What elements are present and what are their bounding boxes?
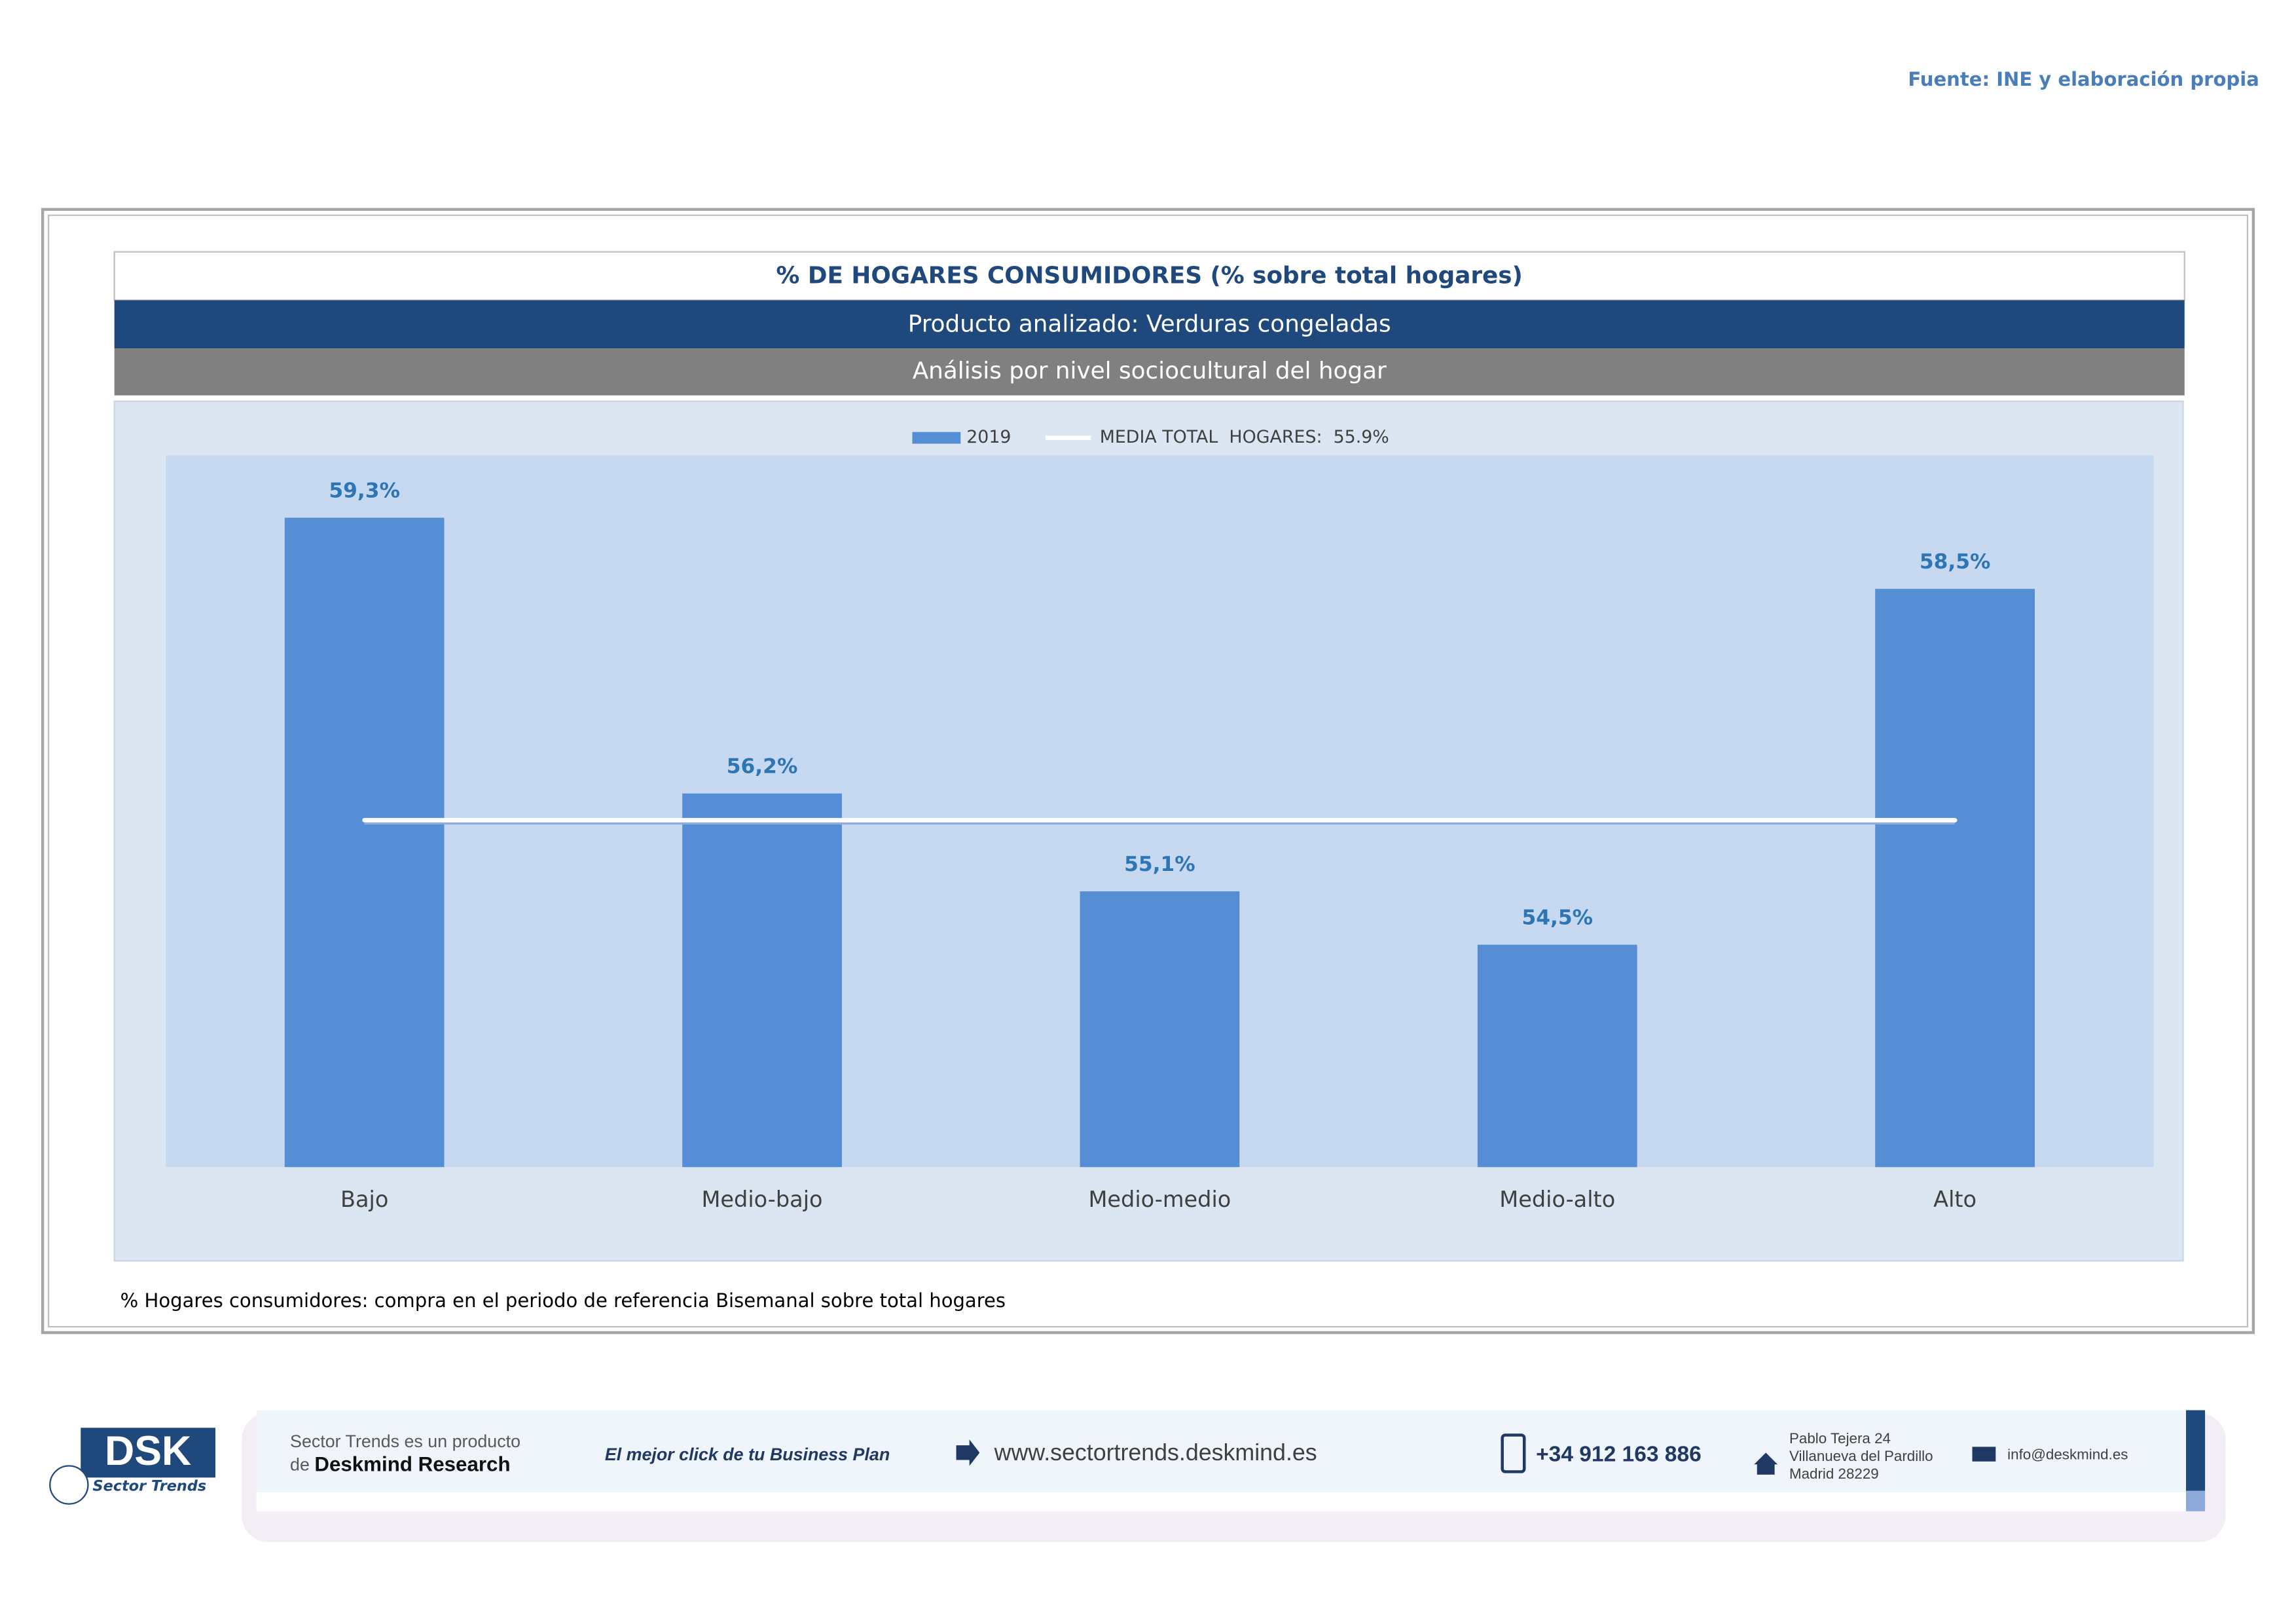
title-box: [113, 251, 2185, 301]
source: Fuente: INE y elaboración propia: [1908, 68, 2259, 90]
note: % Hogares consumidores: compra en el per…: [120, 1289, 1006, 1312]
product-line: Sector Trends es un producto: [290, 1431, 520, 1451]
subtitle-band: [114, 300, 2185, 349]
plot: 2019 MEDIA TOTAL HOGARES: 55.9% 59,3% Bajo 5…: [284, 427, 2035, 1212]
legend-label: MEDIA TOTAL HOGARES: 55.9%: [1100, 427, 1389, 447]
logo-sub: Sector Trends: [93, 1477, 207, 1494]
bar: [284, 517, 445, 1168]
subtitle-band-2: [114, 348, 2185, 396]
footer-accent-2: [2186, 1490, 2206, 1511]
value-label: 58,5%: [1920, 550, 1991, 574]
footer-strip: [256, 1492, 2187, 1511]
chart-title: % DE HOGARES CONSUMIDORES (% sobre total…: [776, 263, 1523, 289]
value-label: 54,5%: [1522, 906, 1593, 929]
legend-swatch: [912, 432, 961, 444]
footer: DSK Sector Trends Sector Trends es un pr…: [49, 1410, 2226, 1542]
website: www.sectortrends.deskmind.es: [994, 1439, 1317, 1466]
address: Pablo Tejera 24: [1789, 1430, 1891, 1447]
address: Madrid 28229: [1789, 1466, 1879, 1482]
logo: DSK: [105, 1428, 191, 1474]
web-icon: [956, 1439, 980, 1466]
x-tick-label: Medio-medio: [1088, 1187, 1231, 1212]
bar: [1080, 891, 1240, 1168]
value-label: 59,3%: [329, 479, 400, 502]
product-line: de Deskmind Research: [290, 1453, 511, 1476]
logo-box: [81, 1428, 216, 1478]
bar: [682, 793, 842, 1168]
bar: [1875, 589, 2035, 1168]
phone-icon: [1501, 1433, 1526, 1473]
address: Villanueva del Pardillo: [1789, 1448, 1933, 1464]
footer-banner: [256, 1410, 2187, 1492]
x-tick-label: Medio-alto: [1499, 1187, 1615, 1212]
mail-icon: [1972, 1447, 1996, 1462]
x-tick-label: Medio-bajo: [701, 1187, 822, 1212]
value-label: 56,2%: [727, 754, 798, 778]
x-tick-label: Bajo: [340, 1187, 388, 1212]
footer-accent: [2186, 1410, 2206, 1491]
frame-inner: [47, 214, 2249, 1328]
bar: [1477, 944, 1637, 1168]
slogan: El mejor click de tu Business Plan: [605, 1445, 890, 1464]
subtitle-2: Análisis por nivel sociocultural del hog…: [913, 358, 1387, 384]
home-icon: [1754, 1452, 1778, 1475]
product-prefix: de: [290, 1455, 310, 1475]
legend-label: 2019: [966, 427, 1011, 447]
logo-icon: [49, 1465, 89, 1505]
phone: +34 912 163 886: [1536, 1443, 1702, 1467]
x-tick-label: Alto: [1933, 1187, 1977, 1212]
product-brand: Deskmind Research: [314, 1453, 510, 1476]
value-label: 55,1%: [1124, 853, 1195, 876]
subtitle: Producto analizado: Verduras congeladas: [908, 310, 1391, 337]
email: info@deskmind.es: [2007, 1447, 2128, 1463]
